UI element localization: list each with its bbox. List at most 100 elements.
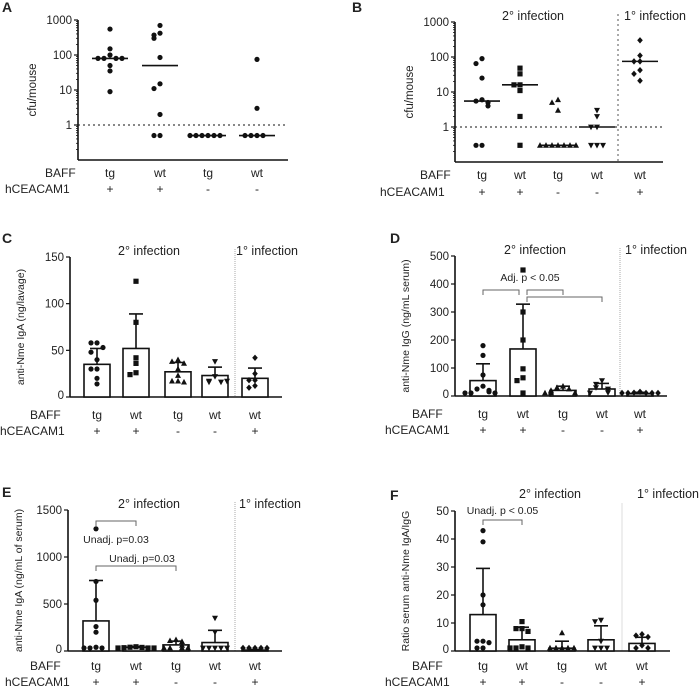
mean-bar [588, 388, 616, 397]
data-point [115, 645, 121, 651]
data-point [133, 644, 139, 650]
data-point [157, 30, 163, 36]
group-header: 1° infection [637, 487, 699, 501]
baff-value: tg [203, 166, 213, 180]
hceacam1-row-label: hCEACAM1 [0, 424, 65, 438]
data-point [88, 340, 94, 346]
data-point [473, 60, 479, 67]
data-point [598, 617, 604, 624]
data-point [151, 85, 157, 92]
y-tick-label: 400 [430, 279, 449, 291]
baff-value: tg [558, 407, 568, 421]
data-point [480, 343, 486, 349]
group-header: 1° infection [236, 244, 298, 258]
data-point [157, 111, 163, 118]
data-point [133, 370, 139, 376]
data-point [88, 349, 94, 355]
data-point [94, 366, 100, 372]
group-wt-pos [122, 278, 150, 398]
data-point [94, 381, 100, 387]
data-point [157, 22, 163, 29]
data-point [637, 66, 643, 74]
data-point [547, 644, 553, 651]
y-tick-label: 10 [436, 618, 449, 630]
data-point [157, 132, 163, 139]
data-point [598, 638, 604, 645]
data-point [252, 382, 258, 389]
data-point [151, 645, 157, 651]
data-point [513, 626, 519, 632]
data-point [480, 383, 486, 389]
data-point [520, 337, 526, 343]
data-point [600, 142, 606, 149]
data-point [93, 578, 99, 585]
hceacam1-value: - [174, 675, 178, 689]
baff-value: wt [250, 166, 264, 180]
data-point [599, 378, 605, 384]
group-header: 2° infection [519, 487, 581, 501]
data-point [625, 389, 631, 397]
data-point [480, 592, 486, 598]
data-point [87, 645, 93, 651]
data-point [474, 638, 480, 644]
data-point [474, 645, 480, 651]
data-point [473, 142, 479, 148]
data-point [587, 390, 593, 397]
y-tick-label: 0 [443, 389, 449, 401]
mean-bar [549, 389, 577, 397]
data-point [252, 354, 258, 361]
data-point [479, 75, 485, 81]
panel-letter: E [2, 484, 11, 500]
p-value-label: Unadj. p < 0.05 [467, 505, 539, 517]
group-tg-pos [462, 343, 498, 397]
data-point [479, 56, 485, 62]
data-point [637, 52, 643, 59]
baff-value: tg [478, 407, 488, 421]
data-point [525, 645, 531, 651]
baff-value: wt [248, 659, 262, 673]
data-point [127, 372, 133, 378]
data-point [169, 377, 175, 384]
baff-row-label: BAFF [30, 659, 61, 673]
data-point [633, 644, 639, 652]
data-point [179, 644, 185, 651]
baff-value: wt [208, 408, 222, 422]
data-point [559, 629, 565, 636]
data-point [639, 642, 645, 649]
significance-annotation: Unadj. p=0.03 [95, 553, 177, 571]
data-point [517, 65, 523, 71]
baff-value: wt [633, 168, 647, 182]
comparison-bracket [95, 565, 177, 571]
data-point [175, 356, 181, 363]
baff-value: wt [513, 168, 527, 182]
group-tg-neg [187, 132, 226, 139]
data-point [246, 384, 252, 391]
data-point [181, 360, 187, 366]
significance-annotation: Adj. p < 0.05 [482, 272, 603, 302]
y-tick-label: 50 [51, 345, 64, 357]
data-point [631, 70, 637, 78]
y-tick-label: 10 [59, 85, 72, 97]
data-point [649, 389, 655, 397]
data-point [559, 644, 565, 651]
y-tick-label: 0 [443, 644, 449, 656]
data-point [604, 645, 610, 652]
baff-value: wt [153, 166, 167, 180]
group-wt-pos [509, 267, 537, 397]
y-tick-label: 300 [430, 307, 449, 319]
data-point [151, 132, 157, 139]
data-point [218, 645, 224, 652]
data-point [181, 378, 187, 385]
hceacam1-value: + [92, 675, 99, 689]
hceacam1-value: - [599, 675, 603, 689]
group-wt-neg [200, 615, 230, 652]
data-point [169, 358, 175, 364]
data-point [553, 644, 559, 651]
data-point [474, 386, 480, 392]
baff-value: tg [92, 408, 102, 422]
data-point [254, 56, 260, 62]
data-point [517, 113, 523, 120]
data-point [264, 644, 270, 652]
data-point [93, 526, 99, 532]
mean-bar [162, 644, 190, 652]
